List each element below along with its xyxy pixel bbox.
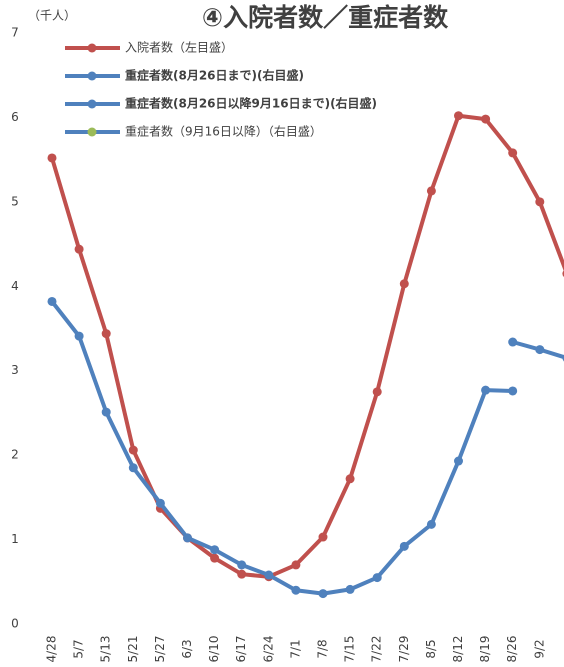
data-point <box>372 387 382 397</box>
data-point <box>508 386 518 396</box>
chart-title: ④入院者数／重症者数 <box>202 3 449 32</box>
x-tick-label: 5/27 <box>153 636 167 663</box>
y-axis-label: （千人） <box>28 9 76 23</box>
legend-label: 重症者数（9月16日以降）（右目盛） <box>125 124 322 139</box>
x-tick-label: 6/10 <box>207 636 221 663</box>
data-point <box>291 560 301 570</box>
x-tick-label: 8/26 <box>505 636 519 663</box>
data-point <box>399 279 409 289</box>
x-tick-label: 5/7 <box>72 639 86 658</box>
data-point <box>210 553 220 563</box>
data-point <box>508 337 518 347</box>
data-point <box>47 296 57 306</box>
x-tick-label: 8/19 <box>478 636 492 663</box>
x-tick-label: 8/5 <box>424 639 438 658</box>
data-point <box>183 533 192 543</box>
data-point <box>454 111 463 121</box>
y-tick-label: 1 <box>11 532 19 546</box>
x-tick-label: 7/1 <box>288 639 302 658</box>
legend-label: 重症者数(8月26日まで)(右目盛) <box>125 68 304 83</box>
data-point <box>426 186 436 196</box>
legend-label: 入院者数（左目盛） <box>125 40 233 55</box>
data-point <box>128 463 138 473</box>
data-point <box>426 519 436 529</box>
data-point <box>454 456 463 466</box>
data-point <box>508 148 518 158</box>
data-point <box>264 570 274 580</box>
data-point <box>237 560 247 570</box>
y-tick-label: 6 <box>11 110 19 124</box>
data-point <box>535 197 545 207</box>
data-point <box>535 345 545 355</box>
legend-marker <box>87 71 97 81</box>
x-tick-label: 6/24 <box>261 636 275 663</box>
data-point <box>481 385 491 395</box>
data-point <box>318 589 328 599</box>
y-tick-label: 3 <box>11 363 19 377</box>
data-point <box>237 569 247 579</box>
data-point <box>481 114 491 124</box>
legend-label: 重症者数(8月26日以降9月16日まで)(右目盛) <box>125 96 377 111</box>
y-tick-label: 0 <box>11 617 19 631</box>
x-tick-label: 5/13 <box>99 636 113 663</box>
x-tick-label: 6/3 <box>180 639 194 658</box>
x-tick-label: 7/29 <box>397 636 411 663</box>
data-point <box>345 474 355 484</box>
data-point <box>210 545 220 555</box>
y-tick-label: 7 <box>11 26 19 40</box>
data-point <box>291 585 301 595</box>
data-point <box>101 329 111 339</box>
data-point <box>101 407 111 417</box>
data-point <box>74 331 84 341</box>
x-tick-label: 7/22 <box>370 636 384 663</box>
data-point <box>47 153 57 163</box>
x-tick-label: 4/28 <box>45 636 59 663</box>
legend-marker <box>87 43 97 53</box>
data-point <box>128 445 138 455</box>
x-tick-label: 7/15 <box>343 636 357 663</box>
data-point <box>345 584 355 594</box>
x-tick-label: 9/2 <box>532 639 546 658</box>
data-point <box>372 573 382 583</box>
series-line <box>50 300 513 596</box>
data-point <box>399 541 409 551</box>
x-tick-label: 6/17 <box>234 636 248 663</box>
data-point <box>155 498 165 508</box>
x-tick-label: 7/8 <box>316 639 330 658</box>
data-point <box>74 244 84 254</box>
x-tick-label: 5/21 <box>126 636 140 663</box>
legend-marker <box>87 99 97 109</box>
y-tick-label: 4 <box>11 279 19 293</box>
x-tick-label: 8/12 <box>451 636 465 663</box>
y-tick-label: 5 <box>11 194 19 208</box>
y-tick-label: 2 <box>11 448 19 462</box>
series-line <box>50 113 564 579</box>
legend-marker <box>87 127 97 137</box>
data-point <box>318 532 328 542</box>
